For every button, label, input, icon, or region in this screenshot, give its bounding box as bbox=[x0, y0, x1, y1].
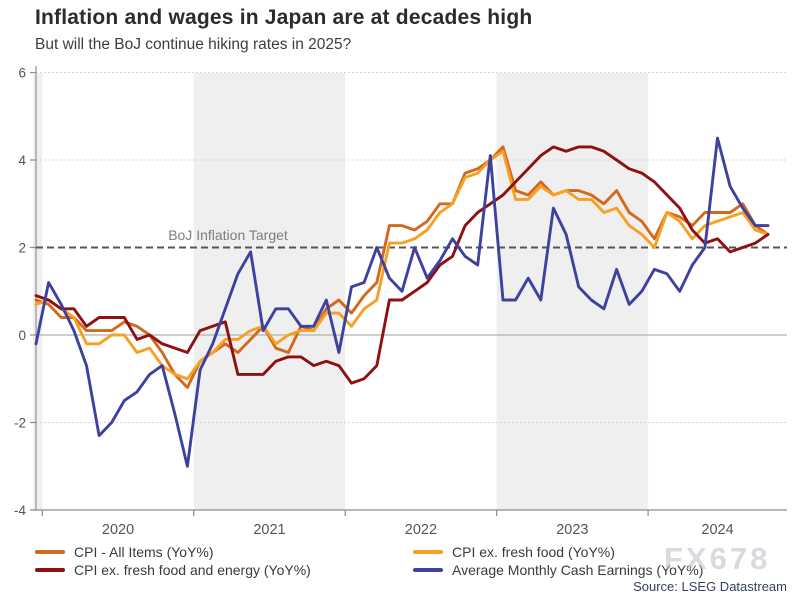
legend-label-cash-earnings: Average Monthly Cash Earnings (YoY%) bbox=[452, 562, 704, 578]
svg-text:2022: 2022 bbox=[405, 522, 437, 538]
legend-swatch-cpi-ex-fresh-food bbox=[413, 550, 443, 554]
chart-subtitle: But will the BoJ continue hiking rates i… bbox=[35, 36, 352, 53]
svg-text:2023: 2023 bbox=[556, 522, 588, 538]
legend-label-cpi-all-items: CPI - All Items (YoY%) bbox=[74, 544, 214, 560]
svg-text:4: 4 bbox=[18, 153, 26, 168]
svg-text:0: 0 bbox=[18, 328, 26, 343]
chart-title: Inflation and wages in Japan are at deca… bbox=[35, 6, 533, 29]
legend-swatch-cpi-all-items bbox=[35, 550, 65, 554]
target-line-label: BoJ Inflation Target bbox=[168, 227, 288, 243]
legend-item-cpi-ex-fresh-food: CPI ex. fresh food (YoY%) bbox=[413, 544, 615, 560]
svg-text:6: 6 bbox=[18, 66, 26, 81]
svg-text:2024: 2024 bbox=[701, 522, 733, 538]
legend-item-cpi-ex-fresh-food-energy: CPI ex. fresh food and energy (YoY%) bbox=[35, 562, 311, 578]
legend-item-cpi-all-items: CPI - All Items (YoY%) bbox=[35, 544, 214, 560]
legend-item-cash-earnings: Average Monthly Cash Earnings (YoY%) bbox=[413, 562, 703, 578]
svg-text:2021: 2021 bbox=[253, 522, 285, 538]
svg-text:2020: 2020 bbox=[102, 522, 134, 538]
legend-label-cpi-ex-fresh-food-energy: CPI ex. fresh food and energy (YoY%) bbox=[74, 562, 311, 578]
source-note: Source: LSEG Datastream bbox=[633, 579, 787, 594]
svg-text:-2: -2 bbox=[14, 416, 26, 431]
watermark: FX678 bbox=[664, 541, 771, 576]
svg-text:-4: -4 bbox=[14, 503, 26, 518]
legend-swatch-cpi-ex-fresh-food-energy bbox=[35, 568, 65, 572]
legend-label-cpi-ex-fresh-food: CPI ex. fresh food (YoY%) bbox=[452, 544, 615, 560]
svg-text:2: 2 bbox=[18, 241, 26, 256]
legend-swatch-cash-earnings bbox=[413, 568, 443, 572]
